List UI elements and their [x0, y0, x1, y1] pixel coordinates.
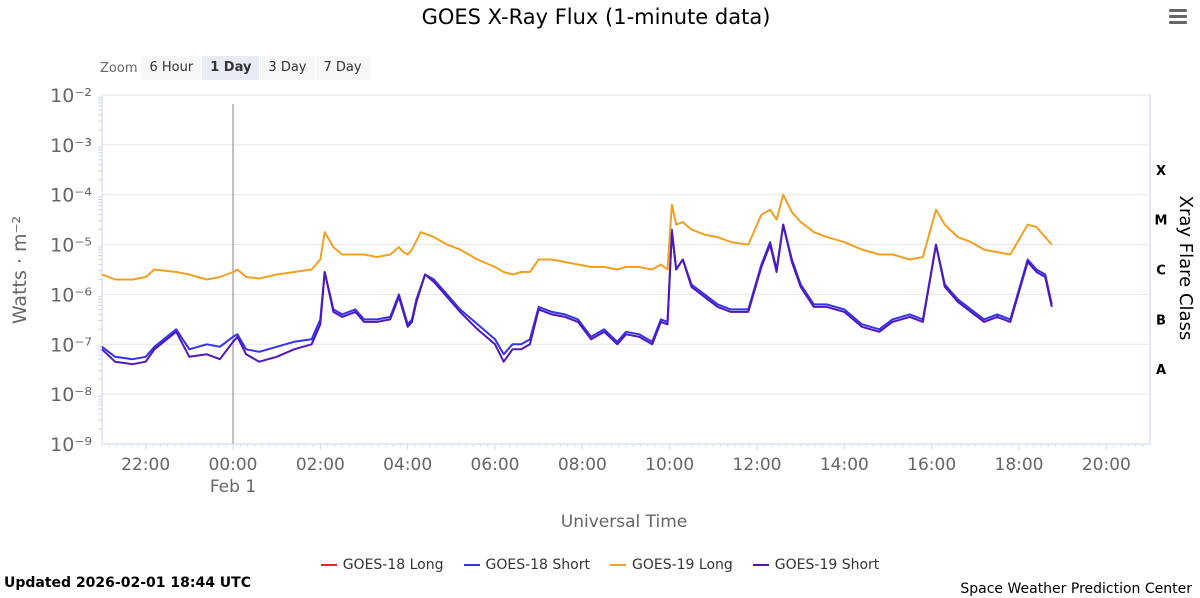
y-axis-label: Watts · m⁻² — [9, 216, 31, 324]
x-tick-label: 08:00 — [558, 455, 607, 475]
zoom-selector: Zoom 6 Hour 1 Day 3 Day 7 Day — [100, 56, 371, 80]
chart-title: GOES X-Ray Flux (1-minute data) — [422, 5, 771, 29]
zoom-1-day-button[interactable]: 1 Day — [202, 56, 260, 80]
legend-item-goes-19-short[interactable]: GOES-19 Short — [752, 557, 880, 573]
flare-class-label: X — [1156, 164, 1166, 179]
x-tick-label: 10:00 — [645, 455, 694, 475]
zoom-7-day-button[interactable]: 7 Day — [315, 56, 370, 80]
flare-class-label: B — [1156, 313, 1166, 328]
menu-icon-bar — [1169, 15, 1187, 18]
x-tick-label: 04:00 — [383, 455, 432, 475]
flare-class-label: A — [1156, 363, 1166, 378]
menu-icon-bar — [1169, 9, 1187, 12]
series-line-goes-18-short — [101, 223, 1053, 361]
x-tick-label: 06:00 — [471, 455, 520, 475]
series-line-goes-19-short — [101, 223, 1053, 366]
legend-label: GOES-19 Long — [632, 557, 733, 573]
y-tick-label: 10⁻⁸ — [50, 384, 92, 406]
legend-item-goes-18-long[interactable]: GOES-18 Long — [320, 557, 444, 573]
zoom-label: Zoom — [100, 60, 138, 76]
legend-label: GOES-18 Short — [485, 557, 591, 573]
x-tick-label: 14:00 — [820, 455, 869, 475]
y-tick-label: 10⁻⁷ — [50, 334, 92, 356]
y-tick-label: 10⁻² — [50, 85, 92, 107]
y-tick-label: 10⁻³ — [50, 135, 92, 157]
series-layer — [101, 193, 1053, 366]
x-tick-label: 20:00 — [1082, 455, 1131, 475]
legend-swatch — [610, 564, 626, 566]
chart-menu-button[interactable] — [1166, 6, 1190, 28]
y-tick-label: 10⁻⁶ — [50, 284, 92, 306]
axes: 10⁻² 10⁻³ 10⁻⁴ 10⁻⁵ 10⁻⁶ 10⁻⁷ 10⁻⁸ 10⁻⁹ X M C B A 22:… — [50, 85, 1167, 497]
x-tick-label: 12:00 — [733, 455, 782, 475]
legend-label: GOES-19 Short — [774, 557, 880, 573]
updated-timestamp: Updated 2026-02-01 18:44 UTC — [4, 575, 251, 591]
menu-icon-bar — [1169, 21, 1187, 24]
legend-swatch — [463, 564, 480, 566]
x-tick-label: 16:00 — [907, 455, 956, 475]
y-tick-label: 10⁻⁴ — [50, 185, 92, 207]
legend: GOES-18 Long GOES-18 Short GOES-19 Long GOE… — [0, 557, 1200, 573]
zoom-3-day-button[interactable]: 3 Day — [260, 56, 315, 80]
legend-swatch — [752, 564, 769, 566]
y-tick-label: 10⁻⁹ — [50, 434, 92, 456]
legend-swatch — [320, 564, 337, 566]
x-tick-sublabel: Feb 1 — [210, 477, 256, 497]
plot-border — [101, 94, 1151, 445]
x-tick-label: 00:00 — [209, 455, 258, 475]
x-tick-label: 02:00 — [296, 455, 345, 475]
zoom-6-hour-button[interactable]: 6 Hour — [141, 56, 202, 80]
y2-axis-label: Xray Flare Class — [1175, 196, 1196, 341]
legend-label: GOES-18 Long — [342, 557, 444, 573]
x-tick-label: 18:00 — [995, 455, 1044, 475]
y-tick-label: 10⁻⁵ — [50, 235, 92, 257]
legend-item-goes-18-short[interactable]: GOES-18 Short — [463, 557, 591, 573]
flare-class-label: C — [1156, 264, 1166, 279]
x-tick-label: 22:00 — [121, 455, 170, 475]
x-axis-label: Universal Time — [561, 512, 687, 532]
grid — [101, 94, 1151, 445]
series-line-goes-19-long — [101, 193, 1053, 281]
legend-item-goes-19-long[interactable]: GOES-19 Long — [610, 557, 733, 573]
credit-text: Space Weather Prediction Center — [960, 581, 1192, 597]
flare-class-label: M — [1155, 214, 1168, 229]
